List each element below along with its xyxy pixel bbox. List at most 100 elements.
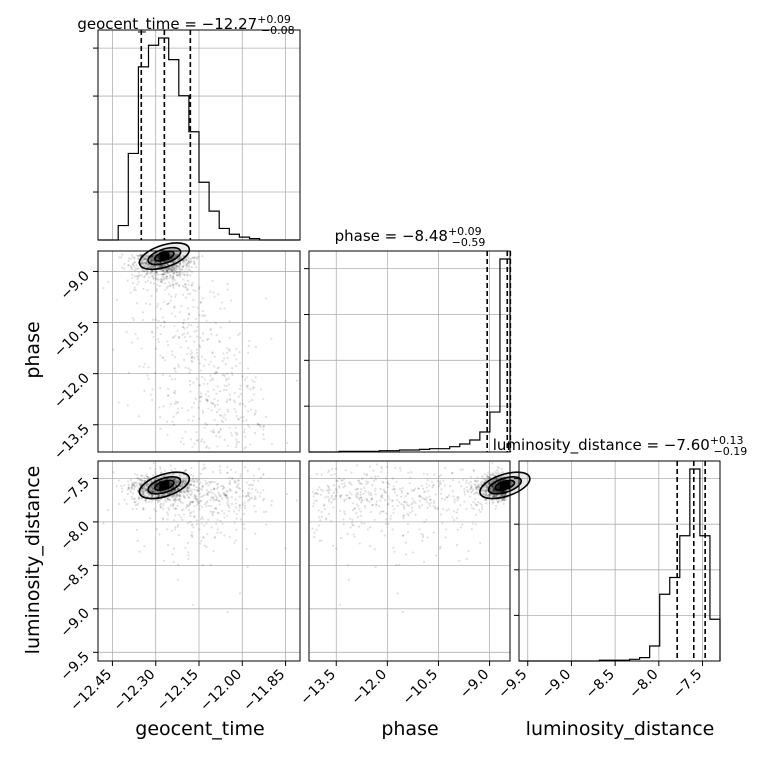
sample-point	[187, 490, 190, 493]
sample-point	[182, 322, 185, 325]
sample-point	[144, 489, 147, 492]
sample-point	[359, 514, 362, 517]
sample-point	[163, 278, 166, 281]
sample-point	[155, 347, 158, 350]
sample-point	[210, 333, 213, 336]
sample-point	[190, 524, 194, 527]
sample-point	[228, 348, 231, 351]
sample-point	[150, 269, 153, 272]
sample-point	[126, 480, 130, 483]
sample-point	[127, 486, 130, 490]
sample-point	[151, 318, 155, 321]
sample-point	[195, 352, 199, 355]
sample-point	[200, 395, 203, 398]
sample-point	[181, 284, 185, 288]
sample-point	[226, 465, 229, 469]
sample-point	[158, 285, 161, 288]
sample-point	[196, 480, 199, 483]
sample-point	[144, 498, 148, 502]
sample-point	[198, 286, 201, 289]
sample-point	[365, 473, 369, 476]
sample-point	[173, 255, 176, 259]
sample-point	[173, 377, 177, 381]
sample-point	[198, 417, 201, 420]
sample-point	[178, 494, 181, 498]
sample-point	[386, 481, 389, 484]
sample-point	[199, 500, 202, 503]
sample-point	[465, 481, 468, 484]
sample-point	[177, 563, 180, 567]
sample-point	[157, 319, 160, 322]
sample-point	[150, 480, 153, 483]
xlabel-phase: phase	[381, 718, 438, 740]
sample-point	[330, 501, 333, 504]
sample-point	[183, 270, 186, 273]
sample-point	[154, 266, 157, 269]
sample-point	[179, 495, 182, 498]
sample-point	[161, 316, 165, 319]
sample-point	[173, 267, 177, 270]
sample-point	[211, 402, 215, 405]
sample-point	[167, 498, 170, 501]
sample-point	[165, 267, 168, 271]
sample-point	[319, 519, 322, 522]
sample-point	[421, 487, 425, 490]
sample-point	[165, 275, 168, 278]
sample-point	[159, 490, 162, 493]
sample-point	[359, 491, 362, 494]
sample-point	[188, 371, 191, 375]
sample-point	[200, 539, 203, 543]
sample-point	[323, 507, 327, 511]
sample-point	[174, 507, 177, 510]
sample-point	[172, 502, 175, 506]
sample-point	[212, 550, 215, 553]
sample-point	[135, 264, 138, 267]
sample-point	[452, 495, 455, 498]
sample-point	[195, 522, 199, 526]
sample-point	[163, 268, 166, 272]
sample-point	[180, 484, 183, 487]
sample-point	[248, 495, 251, 498]
sample-point	[172, 286, 175, 289]
sample-point	[175, 480, 178, 483]
sample-point	[141, 474, 144, 477]
sample-point	[385, 465, 389, 469]
sample-point	[194, 477, 197, 480]
sample-point	[146, 270, 149, 273]
sample-point	[437, 480, 440, 483]
sample-point	[123, 262, 126, 266]
sample-point	[181, 480, 185, 483]
sample-point	[173, 272, 176, 275]
sample-point	[179, 255, 182, 258]
sample-point	[465, 485, 468, 489]
sample-point	[161, 275, 164, 279]
sample-point	[130, 486, 134, 489]
sample-point	[186, 288, 189, 291]
sample-point	[145, 488, 148, 491]
sample-point	[178, 498, 181, 501]
sample-point	[130, 267, 133, 270]
sample-point	[189, 493, 192, 496]
sample-point	[178, 271, 181, 274]
sample-point	[462, 478, 465, 482]
sample-point	[169, 483, 172, 486]
sample-point	[188, 512, 192, 515]
sample-point	[190, 257, 193, 261]
sample-point	[217, 500, 221, 503]
sample-point	[172, 472, 175, 475]
sample-point	[212, 487, 216, 490]
sample-point	[167, 387, 170, 391]
sample-point	[198, 501, 201, 504]
sample-point	[436, 506, 439, 510]
sample-point	[126, 279, 129, 282]
sample-point	[173, 494, 176, 497]
sample-point	[182, 273, 186, 277]
sample-point	[182, 265, 185, 268]
sample-point	[154, 269, 157, 273]
sample-point	[157, 494, 161, 497]
sample-point	[169, 299, 172, 302]
sample-point	[160, 476, 163, 479]
sample-point	[178, 257, 181, 260]
sample-point	[144, 257, 148, 261]
sample-point	[327, 512, 331, 515]
